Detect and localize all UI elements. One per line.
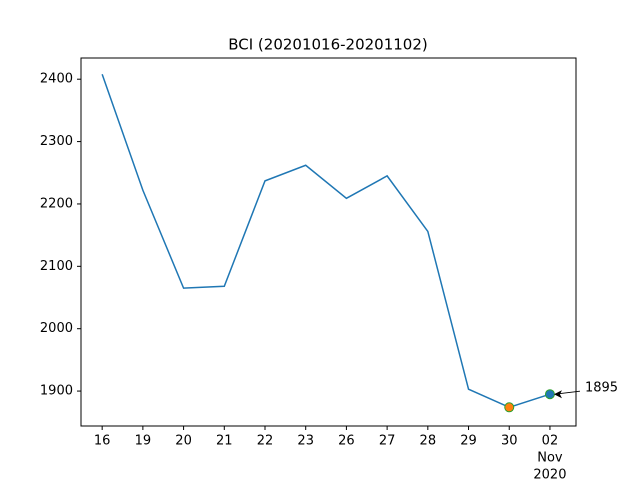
y-tick-label: 2100: [40, 259, 73, 274]
annotation-arrowhead: [553, 390, 562, 399]
highlight-marker: [544, 389, 555, 400]
x-tick-label: 22: [257, 434, 274, 449]
y-tick-label: 2400: [40, 72, 73, 87]
x-tick-label: 27: [379, 434, 396, 449]
y-tick-label: 2000: [40, 321, 73, 336]
highlight-marker: [504, 402, 515, 413]
x-tick-sublabel: 2020: [533, 468, 566, 481]
plot-frame: [80, 57, 577, 427]
x-tick-label: 16: [94, 434, 111, 449]
y-tick-label: 1900: [40, 384, 73, 399]
x-tick-label: 30: [501, 434, 518, 449]
x-tick-label: 26: [338, 434, 355, 449]
x-tick-label: 20: [175, 434, 192, 449]
y-tick-label: 2300: [40, 134, 73, 149]
x-tick-label: 28: [420, 434, 437, 449]
x-tick-label: 29: [460, 434, 477, 449]
x-tick-label: 23: [297, 434, 314, 449]
y-tick-label: 2200: [40, 196, 73, 211]
x-tick-label: 02: [542, 434, 559, 449]
x-tick-label: 21: [216, 434, 233, 449]
annotation: 1895: [585, 381, 618, 396]
x-tick-label: 19: [135, 434, 152, 449]
chart-title: BCI (20201016-20201102): [228, 36, 428, 54]
data-line: [101, 73, 551, 409]
x-tick-sublabel: Nov: [537, 451, 563, 466]
